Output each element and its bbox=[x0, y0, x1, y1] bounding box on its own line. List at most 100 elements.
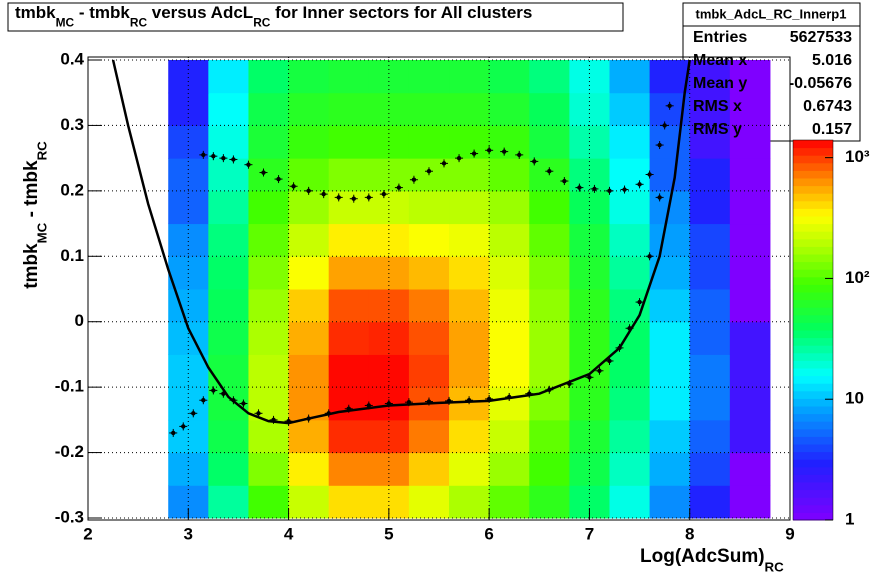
heat-cell bbox=[729, 485, 771, 519]
heat-cell bbox=[689, 419, 731, 454]
heat-cell bbox=[729, 190, 771, 225]
profile-point bbox=[349, 194, 358, 203]
point-dot bbox=[607, 358, 612, 364]
profile-point bbox=[545, 167, 554, 176]
heat-cell bbox=[288, 452, 330, 486]
point-dot bbox=[592, 186, 597, 192]
x-axis-label-part: Log(AdcSum) bbox=[640, 546, 765, 567]
heat-cell bbox=[609, 125, 651, 159]
point-dot bbox=[411, 177, 417, 182]
heat-cell bbox=[408, 452, 450, 486]
palette-band bbox=[793, 284, 833, 293]
profile-point bbox=[500, 147, 509, 156]
heat-cell bbox=[368, 158, 410, 192]
profile-point bbox=[209, 152, 218, 161]
heat-cell bbox=[689, 223, 731, 257]
heat-cell bbox=[609, 158, 651, 192]
profile-point bbox=[440, 159, 449, 168]
profile-point bbox=[590, 184, 599, 193]
heat-cell bbox=[449, 125, 490, 159]
x-tick-label: 7 bbox=[585, 524, 594, 543]
heat-cell bbox=[368, 60, 410, 94]
profile-point bbox=[404, 398, 413, 407]
heat-cell bbox=[649, 485, 691, 519]
heat-cell bbox=[689, 92, 731, 126]
heat-cell bbox=[609, 223, 651, 257]
profile-point bbox=[424, 397, 433, 406]
y-tick-label: 0.1 bbox=[60, 246, 84, 265]
point-dot bbox=[191, 411, 196, 416]
heat-cell bbox=[489, 125, 530, 159]
heat-cell bbox=[729, 92, 771, 126]
heat-cell bbox=[248, 190, 290, 225]
heat-cell bbox=[489, 190, 530, 225]
profile-point bbox=[254, 409, 263, 418]
heat-cell bbox=[529, 190, 570, 225]
heat-cell bbox=[408, 190, 450, 225]
heat-cell bbox=[408, 321, 450, 355]
heat-cell bbox=[729, 354, 771, 388]
heat-cell bbox=[408, 92, 450, 126]
profile-point bbox=[304, 414, 313, 423]
heat-cell bbox=[328, 387, 370, 421]
profile-point bbox=[655, 141, 664, 150]
heat-cell bbox=[328, 158, 370, 192]
point-dot bbox=[647, 172, 652, 177]
heat-cell bbox=[529, 485, 570, 519]
point-dot bbox=[657, 195, 662, 200]
heat-cell bbox=[729, 223, 771, 257]
plot-area bbox=[111, 59, 771, 519]
heat-cell bbox=[649, 125, 691, 159]
profile-point bbox=[665, 101, 674, 110]
heat-cell bbox=[328, 190, 370, 225]
x-tick-label: 2 bbox=[83, 524, 92, 543]
heat-cell bbox=[689, 125, 731, 159]
profile-point bbox=[635, 180, 644, 189]
heat-cell bbox=[328, 354, 370, 388]
point-dot bbox=[336, 195, 341, 200]
profile-point bbox=[635, 298, 644, 307]
point-dot bbox=[507, 394, 512, 400]
heat-cell bbox=[449, 289, 490, 323]
heat-cell bbox=[569, 60, 610, 94]
point-dot bbox=[627, 326, 632, 331]
palette-band bbox=[793, 421, 833, 430]
point-dot bbox=[366, 195, 371, 200]
heat-cell bbox=[609, 419, 651, 454]
heat-cell bbox=[208, 289, 249, 323]
palette-band bbox=[793, 390, 833, 399]
profile-point bbox=[620, 185, 629, 194]
heat-cell bbox=[288, 125, 330, 159]
heat-cell bbox=[729, 125, 771, 159]
z-tick-label: 10 bbox=[845, 389, 864, 408]
palette-band bbox=[793, 276, 833, 285]
palette-band bbox=[793, 200, 833, 209]
point-dot bbox=[667, 103, 672, 109]
heat-cell bbox=[569, 354, 610, 388]
palette-band bbox=[793, 307, 833, 316]
heat-cell bbox=[609, 190, 651, 225]
profile-point bbox=[344, 404, 353, 413]
heat-cell bbox=[489, 256, 530, 290]
point-dot bbox=[326, 411, 331, 416]
heat-cell bbox=[649, 387, 691, 421]
heat-cell bbox=[569, 419, 610, 454]
x-tick-label: 9 bbox=[785, 524, 794, 543]
profile-point bbox=[655, 193, 664, 202]
heat-cell bbox=[689, 354, 731, 388]
heat-cell bbox=[168, 190, 209, 225]
point-dot bbox=[562, 178, 567, 184]
palette-band bbox=[793, 466, 833, 475]
y-tick-label: -0.1 bbox=[55, 377, 84, 396]
y-tick-label: 0 bbox=[75, 311, 84, 330]
profile-point bbox=[409, 175, 418, 184]
z-tick-label: 10³ bbox=[845, 147, 870, 166]
y-tick-label: -0.2 bbox=[55, 442, 84, 461]
point-dot bbox=[637, 299, 642, 305]
palette-band bbox=[793, 254, 833, 263]
y-axis-label-part: tmbk bbox=[21, 243, 42, 289]
heat-cell bbox=[368, 419, 410, 454]
point-dot bbox=[486, 396, 492, 402]
profile-point bbox=[199, 150, 208, 159]
